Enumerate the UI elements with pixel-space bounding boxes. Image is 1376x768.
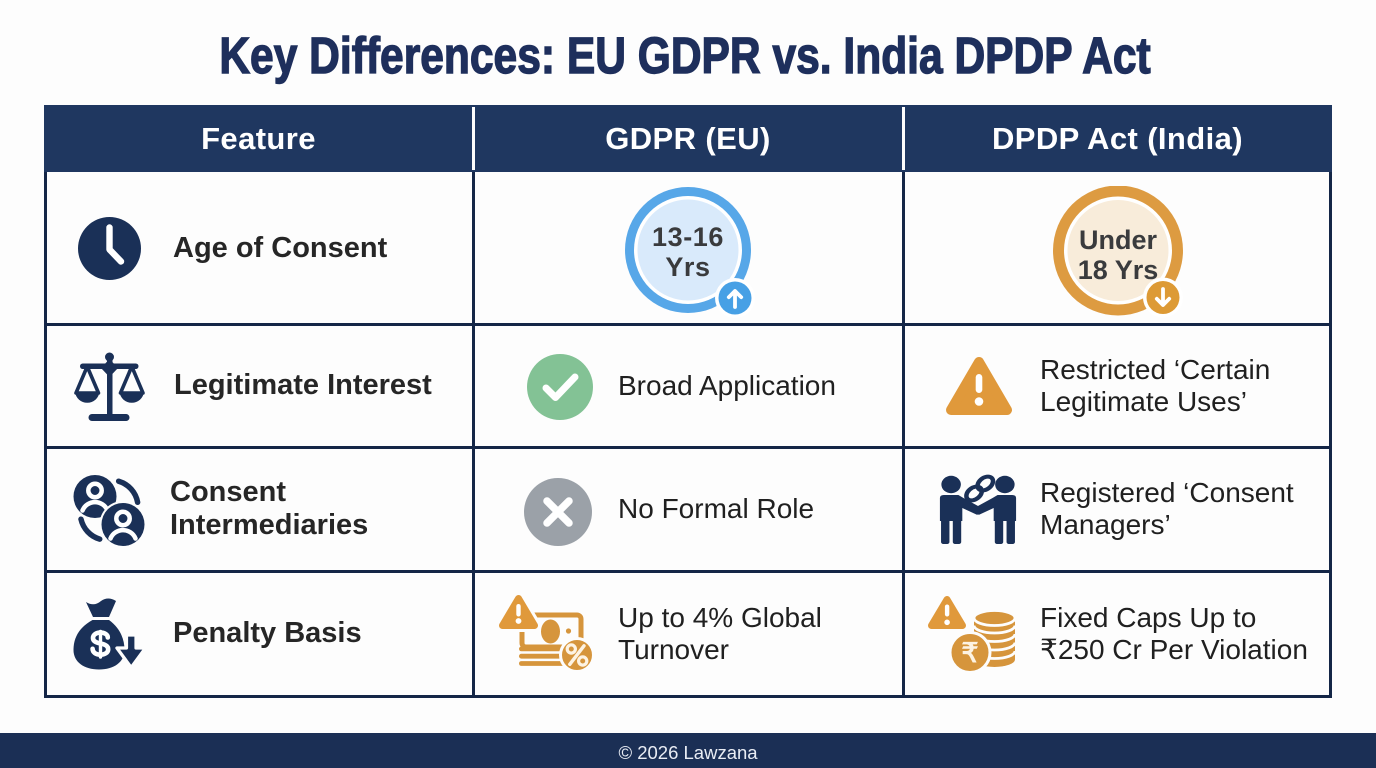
svg-text:₹: ₹ [961,638,978,668]
